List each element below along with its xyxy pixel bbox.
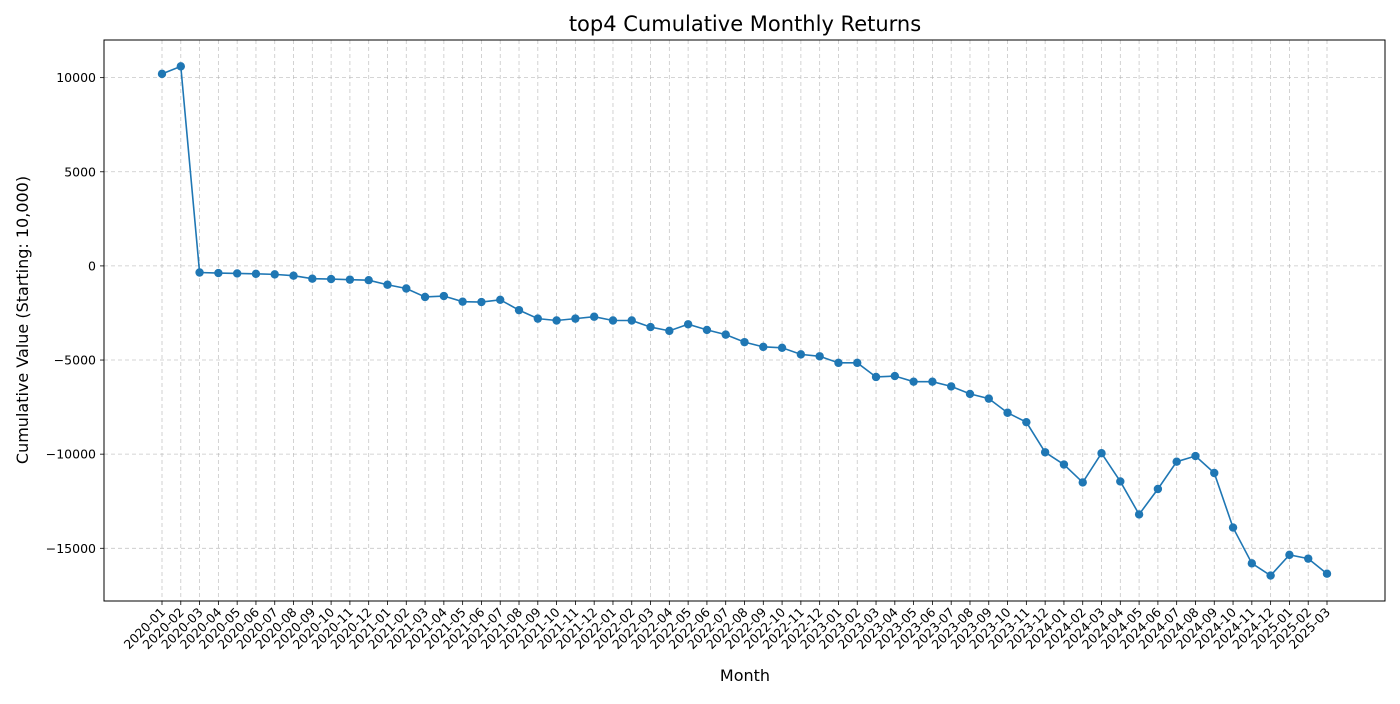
data-point [345,275,355,284]
data-point [1322,569,1332,578]
data-point [214,268,223,278]
data-point [232,269,242,278]
data-point [308,274,317,283]
data-point [721,330,730,339]
data-point [157,69,167,79]
data-point [552,316,561,325]
data-point [1304,554,1313,563]
data-point [477,297,486,307]
data-point [420,292,430,302]
data-point [777,343,787,352]
x-axis-ticks: 2020-012020-022020-032020-042020-052020-… [121,601,1333,652]
data-point [1003,408,1012,417]
data-point [627,316,636,325]
data-point [834,358,843,368]
data-point [984,394,993,403]
data-point [1059,460,1069,469]
data-point [383,280,392,289]
data-point [514,305,524,315]
x-axis-label: Month [720,666,770,685]
data-point [1134,510,1144,519]
y-axis-ticks: 10000 5000 0 −5000 −10000 −15000 [46,70,104,556]
data-point [571,314,580,323]
data-point [740,337,749,347]
data-point [289,271,298,280]
data-point [871,372,881,382]
data-point [683,320,693,329]
data-point [1153,484,1163,494]
grid-layer [104,40,1385,601]
data-point [928,377,937,386]
data-point [702,325,712,335]
data-point [1022,417,1031,427]
chart-title: top4 Cumulative Monthly Returns [569,12,921,36]
y-tick-label: −10000 [46,447,96,462]
data-point [1210,468,1219,478]
y-tick-label: −15000 [46,541,96,556]
y-tick-label: 5000 [64,164,96,179]
data-point [909,377,918,386]
y-tick-label: 0 [88,258,96,273]
data-point [439,291,449,301]
data-point [364,276,373,285]
data-point [1040,448,1050,457]
data-point [589,312,599,321]
data-point [1266,571,1275,580]
data-point [608,316,618,325]
data-point [1247,559,1257,568]
data-point [646,322,655,332]
data-point [965,389,975,399]
data-point [890,371,900,381]
data-point [251,269,261,279]
data-point [1172,457,1181,466]
data-point [796,350,806,359]
data-point [815,352,824,361]
data-point [270,270,279,279]
data-point [326,274,336,284]
data-point [946,382,956,391]
data-point [176,62,185,71]
data-point [1078,478,1087,487]
data-point [665,326,674,336]
data-point [853,358,862,368]
y-tick-label: 10000 [56,70,96,85]
data-point [458,297,467,306]
plot-frame [103,39,1386,602]
data-point [759,342,768,352]
data-point [402,284,411,293]
data-point [1116,477,1125,486]
data-point [1191,451,1200,461]
data-point [533,314,543,323]
series-layer [157,62,1332,580]
data-point [1097,449,1106,458]
data-point [1228,523,1238,532]
y-axis-label: Cumulative Value (Starting: 10,000) [13,176,32,464]
data-point [496,295,505,304]
data-point [195,268,204,277]
data-point [1285,550,1294,560]
y-tick-label: −5000 [54,353,96,368]
